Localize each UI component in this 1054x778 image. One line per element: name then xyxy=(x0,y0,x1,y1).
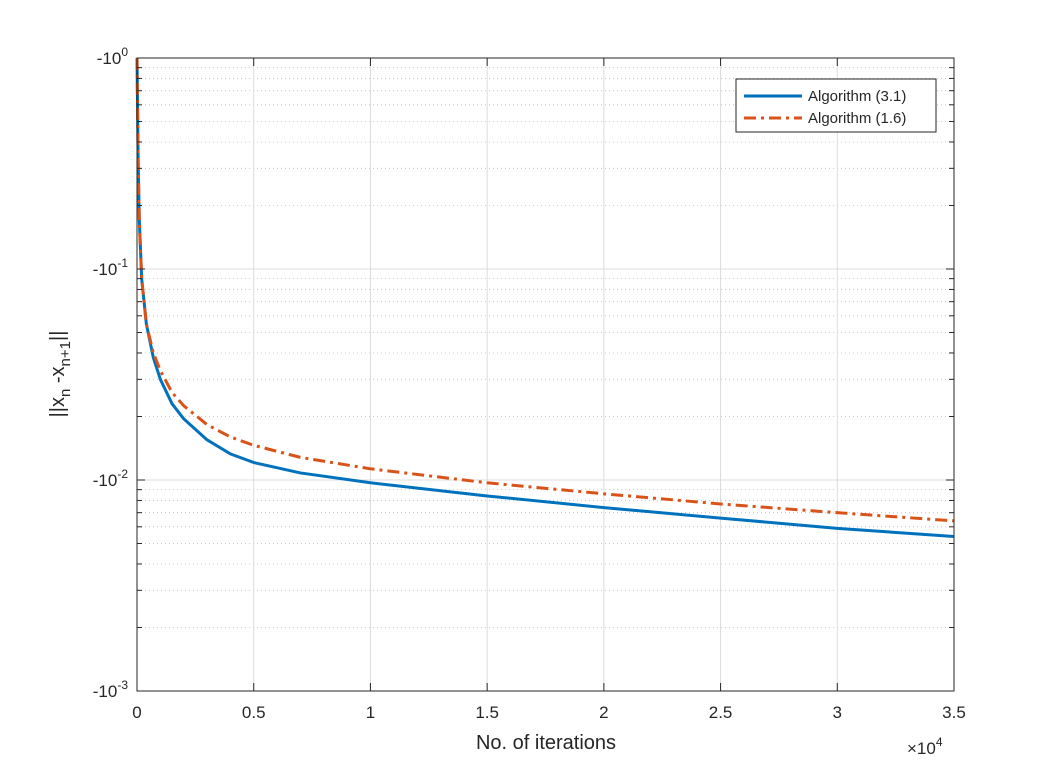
legend: Algorithm (3.1) Algorithm (1.6) xyxy=(735,78,937,133)
legend-box xyxy=(735,78,937,133)
y-tick-label: -100 xyxy=(97,45,129,68)
x-tick-label: 0 xyxy=(132,703,141,722)
x-axis-exponent: ×104 xyxy=(907,735,943,758)
series-line-algorithm-1-6 xyxy=(135,57,955,523)
plot-area xyxy=(137,58,954,691)
x-tick-label: 3.5 xyxy=(942,703,966,722)
legend-label-algorithm-1-6: Algorithm (1.6) xyxy=(808,110,906,127)
y-axis-title: ||xn -xn+1|| xyxy=(47,331,74,418)
tick-labels: -100 -10-1 -10-2 -10-30 0.5 1 1.5 2 2.5 3 3.5 xyxy=(93,45,966,722)
x-tick-label: 2.5 xyxy=(709,703,733,722)
legend-label-algorithm-3-1: Algorithm (3.1) xyxy=(808,88,906,105)
y-tick-label: -10-1 xyxy=(93,256,129,279)
ticks xyxy=(136,57,955,692)
x-tick-label: 1.5 xyxy=(475,703,499,722)
x-tick-label: 1 xyxy=(366,703,375,722)
x-tick-label: 0.5 xyxy=(242,703,266,722)
x-tick-label: 3 xyxy=(833,703,842,722)
y-tick-label: -10-2 xyxy=(93,467,129,490)
y-tick-label: -10-3 xyxy=(93,678,129,701)
plot-frame xyxy=(136,57,955,692)
x-axis-title: No. of iterations xyxy=(476,732,616,754)
x-tick-label: 2 xyxy=(599,703,608,722)
